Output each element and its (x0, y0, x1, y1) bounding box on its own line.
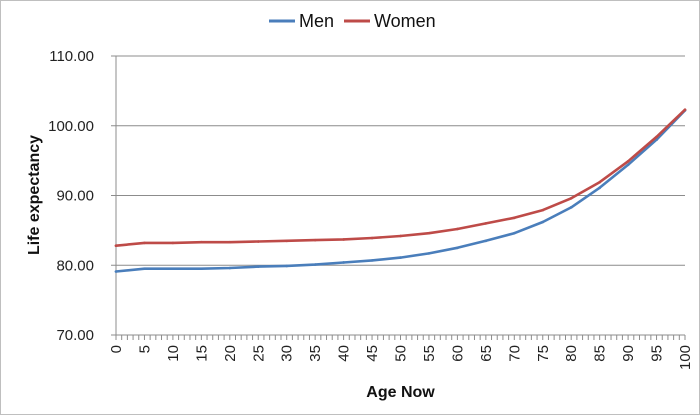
data-point (342, 238, 345, 241)
x-tick-label: 30 (279, 345, 296, 362)
data-point (456, 227, 459, 231)
x-tick-label: 35 (307, 345, 324, 362)
y-tick-label: 80.00 (56, 257, 94, 274)
y-tick-label: 90.00 (56, 188, 94, 205)
x-tick-label: 20 (222, 345, 239, 362)
data-point (342, 261, 345, 264)
data-point (200, 240, 203, 244)
data-point (513, 231, 516, 235)
y-tick-label: 70.00 (56, 327, 94, 344)
x-tick-label: 85 (592, 345, 609, 362)
data-point (541, 208, 545, 212)
x-tick-label: 0 (108, 345, 125, 353)
x-tick-label: 80 (563, 345, 580, 362)
data-point (114, 244, 118, 248)
tick-labels: 70.00 80.00 90.00 100.00 110.00 0 5 10 15 20 25 30 3… (48, 48, 694, 370)
data-point (598, 180, 601, 184)
x-tick-label: 45 (364, 345, 381, 362)
x-tick-label: 90 (620, 345, 637, 362)
data-point (626, 163, 630, 167)
axes (111, 55, 686, 340)
data-point (541, 220, 545, 224)
data-point (427, 231, 431, 235)
x-tick-label: 65 (478, 345, 495, 362)
data-point (256, 265, 260, 268)
data-point (228, 240, 232, 244)
data-point (655, 135, 658, 139)
gridlines (116, 55, 685, 266)
y-axis-title: Life expectancy (26, 135, 43, 255)
legend-label-women: Women (374, 11, 436, 31)
x-tick-label: 25 (250, 345, 267, 362)
series-line-men (114, 109, 687, 273)
data-point (313, 238, 317, 242)
data-point (683, 108, 687, 112)
data-point (228, 266, 232, 270)
data-point (569, 206, 573, 209)
x-tick-label: 40 (336, 345, 353, 362)
x-axis-title: Age Now (366, 384, 435, 401)
data-point (200, 267, 203, 271)
x-tick-label: 95 (649, 345, 666, 362)
data-point (626, 160, 630, 163)
data-point (456, 246, 459, 250)
data-point (171, 241, 175, 245)
data-point (285, 239, 289, 243)
data-point (143, 241, 146, 245)
data-point (370, 259, 374, 262)
x-tick-label: 5 (136, 345, 153, 353)
x-tick-label: 75 (535, 345, 552, 362)
legend-label-men: Men (299, 11, 334, 31)
x-tick-label: 15 (193, 345, 210, 362)
data-point (256, 240, 260, 243)
x-tick-label: 10 (165, 345, 182, 362)
y-tick-label: 110.00 (49, 48, 94, 65)
data-point (313, 263, 317, 266)
data-point (399, 256, 402, 259)
data-point (143, 267, 146, 271)
data-point (513, 216, 516, 220)
x-tick-label: 50 (393, 345, 410, 362)
data-point (285, 264, 289, 268)
data-point (399, 234, 402, 238)
data-point (171, 267, 175, 271)
y-tick-label: 100.00 (48, 118, 94, 135)
legend: Men Women (269, 11, 436, 31)
x-tick-label: 60 (449, 345, 466, 362)
data-point (569, 196, 573, 200)
data-series (114, 108, 687, 273)
data-point (114, 270, 118, 273)
series-line-women (114, 108, 687, 247)
data-point (427, 252, 431, 255)
x-tick-label: 100 (677, 345, 694, 370)
data-point (598, 186, 601, 190)
x-tick-label: 55 (421, 345, 438, 362)
data-point (370, 236, 374, 240)
data-point (484, 222, 488, 225)
data-point (484, 239, 488, 243)
x-tick-label: 70 (506, 345, 523, 362)
